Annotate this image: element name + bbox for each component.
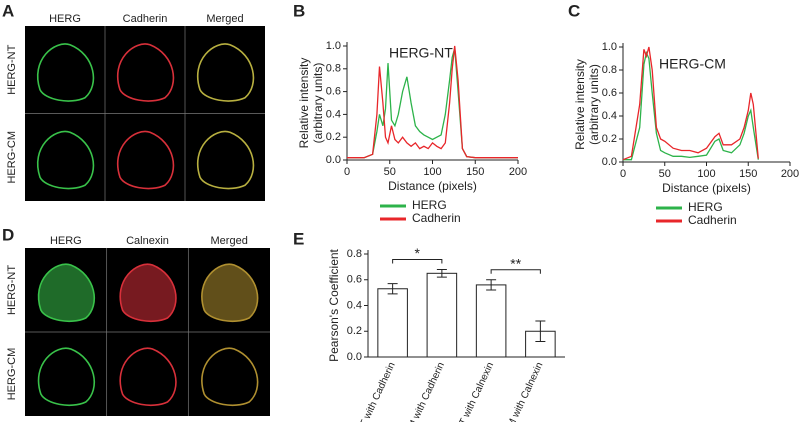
x-tick-label: CM with Calnexin xyxy=(503,361,546,422)
x-tick-label: 50 xyxy=(384,166,396,178)
error-bar xyxy=(387,283,398,295)
x-tick-label: CM with Cadherin xyxy=(403,361,447,422)
y-tick-label: 0.6 xyxy=(347,274,362,286)
x-tick-label: 100 xyxy=(423,166,441,178)
image-row-label: HERG-CM xyxy=(6,131,18,184)
line-series xyxy=(622,46,759,161)
x-tick-label: 150 xyxy=(466,166,484,178)
bar xyxy=(475,284,507,358)
y-tick-label: 0.0 xyxy=(347,351,362,363)
y-tick-label: 0.4 xyxy=(347,299,362,311)
annotation: HERG-CM xyxy=(659,56,726,72)
y-tick-label: 0.4 xyxy=(602,110,617,122)
y-tick-label: 0.8 xyxy=(347,248,362,260)
y-tick-label: 0.2 xyxy=(347,325,362,337)
image-row-label: HERG-NT xyxy=(6,265,18,315)
x-tick-label: 50 xyxy=(659,168,671,180)
y-axis-label: (arbitrary units) xyxy=(587,64,601,145)
x-tick-label: NT with Cadherin xyxy=(355,361,398,422)
cell xyxy=(119,263,177,322)
cell xyxy=(201,347,259,406)
cell xyxy=(117,43,175,102)
image-row-label: HERG-CM xyxy=(6,348,18,401)
cell xyxy=(37,43,95,102)
panel-letter: D xyxy=(2,225,14,244)
bar xyxy=(426,272,458,358)
x-axis-label: Distance (pixels) xyxy=(388,179,477,193)
legend-label: HERG xyxy=(688,200,723,214)
image-column-label: Calnexin xyxy=(126,235,169,247)
x-tick-label: 150 xyxy=(739,168,757,180)
image-column-label: Merged xyxy=(211,235,248,247)
legend-label: HERG xyxy=(412,198,447,212)
cell xyxy=(201,263,259,322)
bar xyxy=(377,288,408,358)
y-axis-label: (arbitrary units) xyxy=(311,63,325,144)
line-series xyxy=(347,45,518,159)
image-column-label: HERG xyxy=(50,235,82,247)
y-tick-label: 0.4 xyxy=(326,108,341,120)
y-axis-label: Relative intensity xyxy=(573,59,587,150)
panel-letter: A xyxy=(2,1,14,20)
error-bar xyxy=(535,320,546,343)
x-tick-label: 200 xyxy=(509,166,527,178)
cell xyxy=(197,43,255,102)
cell xyxy=(197,130,255,190)
significance-bracket xyxy=(392,258,443,264)
image-column-label: Cadherin xyxy=(123,13,168,25)
y-tick-label: 0.0 xyxy=(602,156,617,168)
y-tick-label: 1.0 xyxy=(326,40,341,52)
cell xyxy=(37,347,95,406)
panel-letter: C xyxy=(568,1,580,20)
x-tick-label: NT with Calnexin xyxy=(454,361,496,422)
x-tick-label: 0 xyxy=(344,166,350,178)
cell xyxy=(119,347,177,406)
image-column-label: HERG xyxy=(49,13,81,25)
significance-label: ** xyxy=(510,255,521,271)
x-tick-label: 0 xyxy=(620,168,626,180)
error-bar xyxy=(436,268,447,278)
y-tick-label: 0.6 xyxy=(326,86,341,98)
x-tick-label: 200 xyxy=(781,168,799,180)
panel-letter: B xyxy=(293,1,305,20)
y-tick-label: 0.8 xyxy=(602,64,617,76)
significance-bracket xyxy=(490,269,541,274)
image-column-label: Merged xyxy=(206,13,243,25)
y-tick-label: 0.2 xyxy=(602,133,617,145)
cell xyxy=(117,130,175,190)
x-tick-label: 100 xyxy=(697,168,715,180)
cell xyxy=(37,263,95,322)
panel-letter: E xyxy=(293,229,304,248)
y-tick-label: 0.0 xyxy=(326,154,341,166)
y-tick-label: 0.2 xyxy=(326,131,341,143)
significance-label: * xyxy=(415,245,421,261)
line-series xyxy=(623,50,759,161)
image-row-label: HERG-NT xyxy=(6,44,18,94)
legend-label: Cadherin xyxy=(688,213,737,227)
line-series xyxy=(347,48,518,159)
y-tick-label: 1.0 xyxy=(602,41,617,53)
error-bar xyxy=(486,279,497,291)
cell xyxy=(37,130,95,190)
legend-label: Cadherin xyxy=(412,211,461,225)
y-tick-label: 0.6 xyxy=(602,87,617,99)
x-axis-label: Distance (pixels) xyxy=(662,181,751,195)
y-tick-label: 0.8 xyxy=(326,63,341,75)
y-axis-label: Relative intensity xyxy=(297,58,311,149)
y-axis-label: Pearson's Coefficient xyxy=(327,248,341,361)
annotation: HERG-NT xyxy=(389,45,453,61)
